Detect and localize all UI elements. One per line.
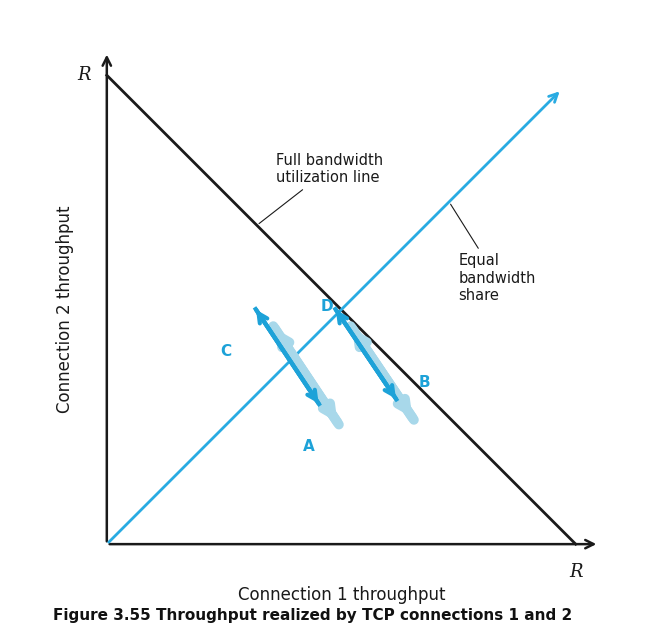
Text: Figure 3.55 Throughput realized by TCP connections 1 and 2: Figure 3.55 Throughput realized by TCP c…: [53, 608, 572, 623]
Text: D: D: [320, 299, 333, 314]
Text: Full bandwidth
utilization line: Full bandwidth utilization line: [259, 153, 383, 223]
Text: Connection 2 throughput: Connection 2 throughput: [56, 206, 74, 413]
Text: B: B: [418, 375, 430, 390]
Text: R: R: [77, 66, 90, 84]
Text: Connection 1 throughput: Connection 1 throughput: [238, 586, 445, 604]
Text: A: A: [303, 438, 315, 454]
Text: R: R: [569, 563, 582, 581]
Text: C: C: [220, 345, 231, 359]
Text: Equal
bandwidth
share: Equal bandwidth share: [451, 204, 536, 303]
